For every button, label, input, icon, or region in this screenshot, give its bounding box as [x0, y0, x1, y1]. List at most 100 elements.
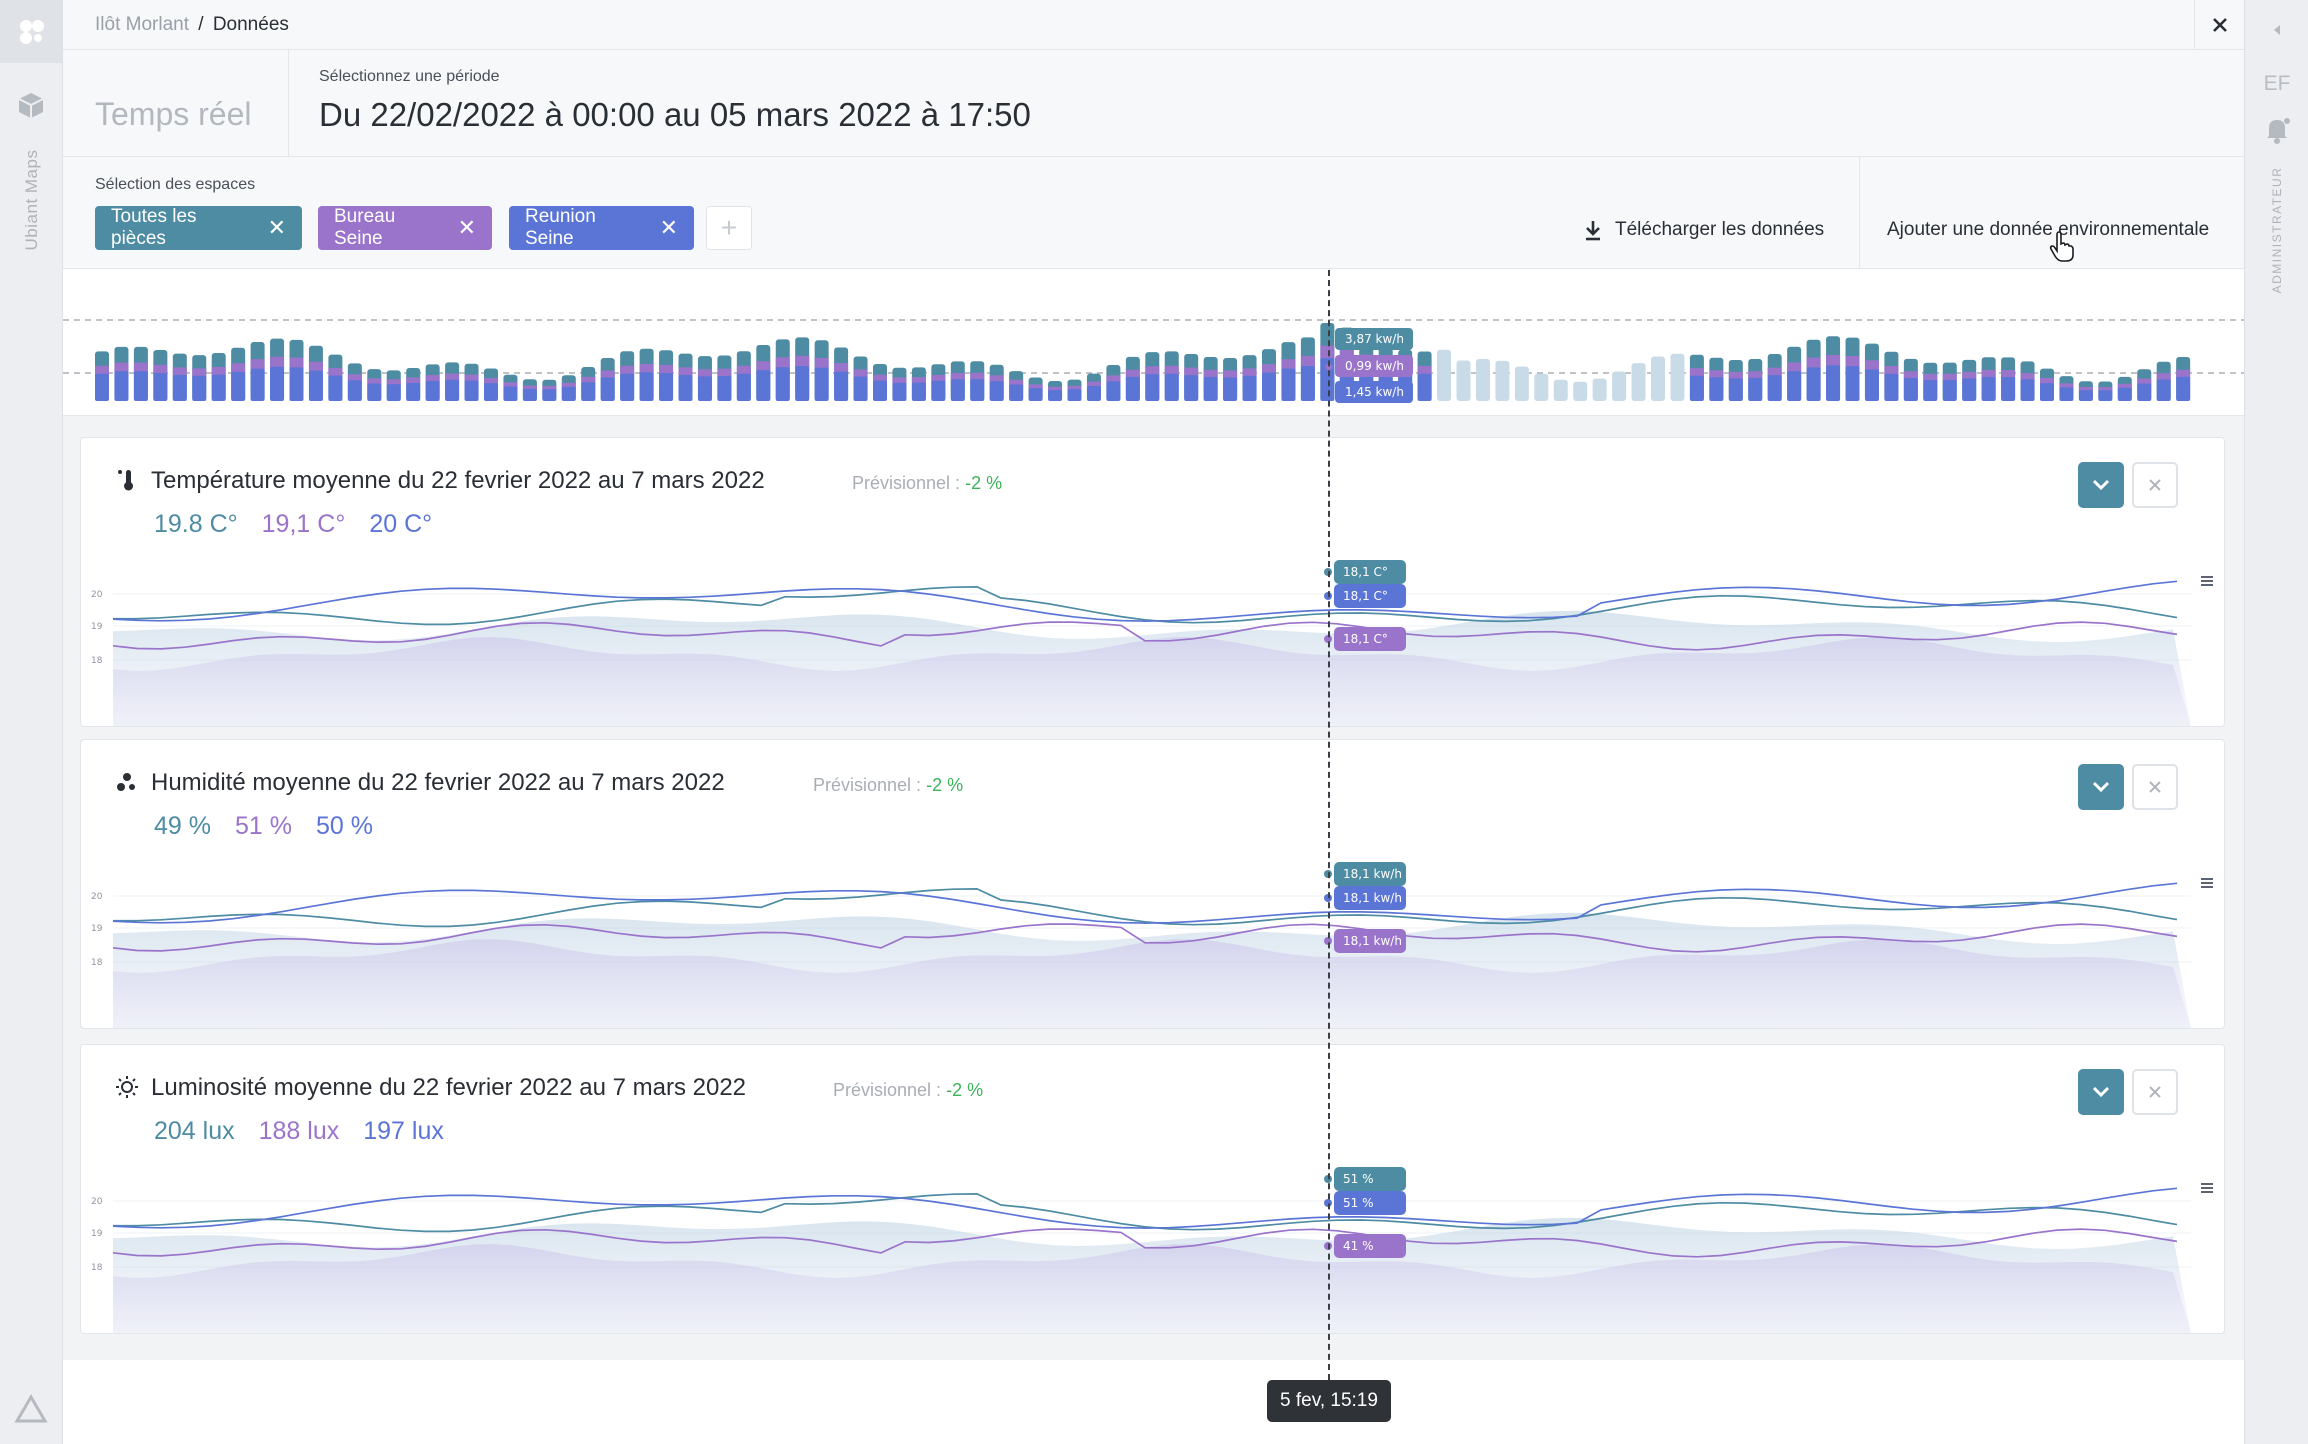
- cube-icon[interactable]: [16, 90, 46, 120]
- collapse-arrow-icon[interactable]: [2269, 22, 2285, 38]
- overview-bar: [1767, 354, 1782, 401]
- remove-panel-button[interactable]: [2132, 764, 2178, 810]
- overview-bar: [1981, 357, 1996, 401]
- overview-bar: [367, 369, 382, 401]
- area-fill: [113, 1244, 2191, 1333]
- chart-tooltip: 18,1 kw/h: [1324, 886, 1406, 910]
- period-row: Temps réel Sélectionnez une période Du 2…: [63, 50, 2244, 157]
- luminosity-area-chart[interactable]: 20 19 18 51 % 51 % 41 %: [81, 1155, 2226, 1335]
- chip-label: Toutes les pièces: [111, 206, 197, 249]
- overview-bar: [484, 368, 498, 401]
- forecast-label: Prévisionnel : -2 %: [833, 1080, 984, 1100]
- forecast-label: Prévisionnel : -2 %: [813, 775, 964, 795]
- svg-text:0,99 kw/h: 0,99 kw/h: [1345, 359, 1404, 373]
- time-cursor-line[interactable]: [1328, 270, 1330, 1380]
- space-chip-bureau-seine[interactable]: Bureau Seine ✕: [318, 206, 492, 250]
- close-button[interactable]: [2194, 0, 2244, 50]
- remove-panel-button[interactable]: [2132, 462, 2178, 508]
- overview-bar: [522, 379, 537, 401]
- period-selector[interactable]: Du 22/02/2022 à 00:00 au 05 mars 2022 à …: [319, 96, 1031, 133]
- overview-bar: [1028, 377, 1043, 401]
- panel-luminosity: Luminosité moyenne du 22 fevrier 2022 au…: [80, 1044, 2225, 1334]
- overview-bar: [1281, 342, 1296, 401]
- overview-bar: [1573, 381, 1588, 401]
- overview-bar: [2098, 381, 2113, 401]
- bell-icon[interactable]: [2263, 115, 2291, 145]
- hand-cursor-icon: [2049, 231, 2075, 263]
- overview-bar: [775, 339, 790, 401]
- overview-bar: [347, 363, 362, 401]
- add-environmental-data-button[interactable]: Ajouter une donnée environnementale: [1887, 219, 2210, 240]
- overview-bar: [892, 367, 907, 401]
- series-bureau-seine: [112, 621, 2178, 651]
- chart-tooltip: 51 %: [1324, 1191, 1406, 1215]
- humidity-area-chart[interactable]: 20 19 18 18,1 kw/h 18,1 kw/h 18,1 kw/h: [81, 850, 2226, 1030]
- panel-values: 19.8 C° 19,1 C° 20 C°: [154, 510, 432, 539]
- overview-bar: [386, 370, 401, 401]
- menu-icon[interactable]: [2200, 574, 2214, 586]
- space-chip-all-rooms[interactable]: Toutes les pièces ✕: [95, 206, 302, 250]
- overview-bar: [2059, 376, 2074, 401]
- realtime-tab[interactable]: Temps réel: [95, 96, 252, 132]
- overview-bar: [1048, 380, 1063, 401]
- overview-bar: [950, 361, 965, 401]
- panel-title: Luminosité moyenne du 22 fevrier 2022 au…: [151, 1074, 747, 1101]
- value-bureau-seine: 19,1 C°: [261, 510, 346, 538]
- remove-panel-button[interactable]: [2132, 1069, 2178, 1115]
- overview-bar: [328, 354, 343, 401]
- overview-bar: [1787, 346, 1802, 401]
- expand-panel-button[interactable]: [2078, 462, 2124, 508]
- right-rail: EF ADMINISTRATEUR: [2244, 0, 2308, 1444]
- remove-chip-icon[interactable]: ✕: [659, 215, 678, 240]
- overview-bar: [1534, 373, 1549, 401]
- spaces-row: Sélection des espaces Toutes les pièces …: [63, 157, 2244, 269]
- remove-chip-icon[interactable]: ✕: [457, 215, 476, 240]
- panel-title: Humidité moyenne du 22 fevrier 2022 au 7…: [151, 769, 725, 796]
- svg-text:3,87 kw/h: 3,87 kw/h: [1345, 332, 1404, 346]
- warning-triangle-icon[interactable]: [14, 1394, 48, 1424]
- chart-tooltip: 18,1 C°: [1324, 560, 1406, 584]
- svg-text:41 %: 41 %: [1343, 1239, 1374, 1253]
- overview-bar: [1612, 371, 1627, 401]
- overview-bar: [736, 351, 751, 401]
- droplets-icon: [115, 770, 139, 794]
- breadcrumb-parent[interactable]: Ilôt Morlant: [95, 14, 189, 35]
- overview-bar: [1262, 349, 1276, 401]
- overview-bar: [639, 348, 654, 401]
- add-space-button[interactable]: +: [706, 206, 752, 250]
- download-data-button[interactable]: Télécharger les données: [1583, 219, 1824, 241]
- thermometer-icon: [115, 468, 139, 492]
- overview-bar: [1631, 363, 1646, 401]
- role-label: ADMINISTRATEUR: [2270, 166, 2284, 294]
- svg-text:18,1 kw/h: 18,1 kw/h: [1343, 891, 1402, 905]
- remove-chip-icon[interactable]: ✕: [267, 215, 286, 240]
- temperature-area-chart[interactable]: 20 19 18 18,1 C° 18,1 C° 18,1 C°: [81, 548, 2226, 728]
- user-initials[interactable]: EF: [2263, 72, 2291, 95]
- overview-bar: [114, 346, 129, 401]
- value-reunion-seine: 197 lux: [363, 1117, 444, 1145]
- overview-bar: [1884, 351, 1899, 401]
- menu-icon[interactable]: [2200, 1181, 2214, 1193]
- value-all-rooms: 49 %: [154, 812, 211, 840]
- series-bureau-seine: [112, 923, 2178, 953]
- download-label: Télécharger les données: [1615, 219, 1825, 240]
- overview-bar: [678, 353, 693, 401]
- overview-bar: [659, 350, 674, 401]
- expand-panel-button[interactable]: [2078, 1069, 2124, 1115]
- app-logo-icon[interactable]: [0, 0, 63, 63]
- value-reunion-seine: 20 C°: [369, 510, 433, 538]
- menu-icon[interactable]: [2200, 876, 2214, 888]
- overview-bar-chart[interactable]: 3,87 kw/h 0,99 kw/h 1,45 kw/h: [63, 270, 2244, 416]
- series-bureau-seine: [112, 1228, 2178, 1258]
- y-tick-label: 20: [91, 590, 103, 600]
- space-chip-reunion-seine[interactable]: Reunion Seine ✕: [509, 206, 694, 250]
- close-icon: [2212, 18, 2227, 32]
- expand-panel-button[interactable]: [2078, 764, 2124, 810]
- overview-bar: [600, 358, 615, 401]
- overview-bar: [289, 339, 304, 401]
- overview-bar: [911, 367, 926, 401]
- series-all-rooms: [113, 586, 2178, 626]
- overview-tooltip: 0,99 kw/h: [1325, 355, 1413, 377]
- overview-bar: [542, 379, 557, 401]
- overview-bar: [406, 368, 421, 401]
